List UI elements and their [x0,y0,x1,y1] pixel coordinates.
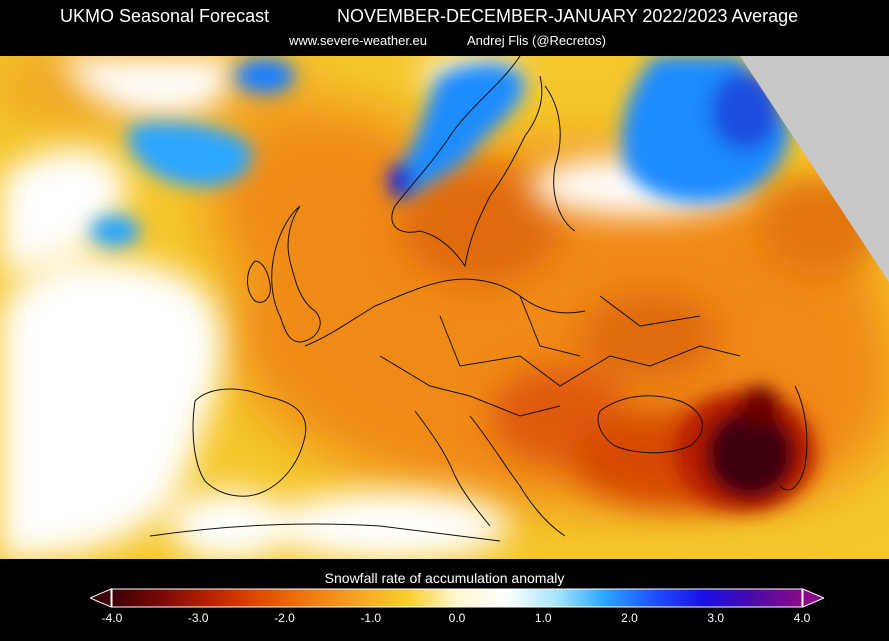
positive-anomaly-areas [90,56,790,247]
britain-coastline [271,205,321,343]
colorbar-left-arrow [90,588,112,608]
colorbar-tick-label: 3.0 [707,611,725,625]
colorbar-tick-label: 2.0 [621,611,638,625]
author-credit: Andrej Flis (@Recretos) [467,33,606,48]
finland-coastline [544,85,576,232]
colorbar-tick-label: 0.0 [448,611,466,625]
colorbar-tick-label: -1.0 [360,611,382,625]
colorbar-tick-label: -2.0 [274,611,295,625]
forecast-model-title: UKMO Seasonal Forecast [60,6,270,26]
iberia-coastline [192,388,307,497]
coastlines-and-borders [149,56,808,542]
colorbar-gradient [111,588,803,608]
balkans-coastline [469,415,566,537]
colorbar-tick-label: 4.0 [793,611,811,625]
website-credit: www.severe-weather.eu [289,33,428,48]
forecast-period-title: NOVEMBER-DECEMBER-JANUARY 2022/2023 Aver… [337,6,799,26]
strong-negative-anomaly-core [675,386,815,511]
neutral-anomaly-areas [0,56,750,559]
colorbar [90,588,824,608]
scandinavia-coastline [391,56,543,268]
mainland-coastline [304,278,586,347]
dark-orange-anomaly-field [400,166,880,511]
legend-title: Snowfall rate of accumulation anomaly [324,570,565,586]
colorbar-tick-label: -3.0 [187,611,209,625]
no-data-region [740,56,889,282]
black-sea-coastline [597,395,703,454]
legend-panel: Snowfall rate of accumulation anomaly -4… [0,559,889,641]
caspian-coastline [779,385,808,491]
colorbar-right-arrow [802,588,824,608]
ireland-coastline [247,260,271,303]
internal-borders [379,295,741,417]
italy-coastline [414,410,491,527]
anomaly-map [0,56,889,559]
colorbar-tick-label: -4.0 [101,611,123,625]
colorbar-tick-label: 1.0 [534,611,552,625]
north-africa-coastline [149,523,501,542]
header: UKMO Seasonal Forecast NOVEMBER-DECEMBER… [0,0,889,56]
